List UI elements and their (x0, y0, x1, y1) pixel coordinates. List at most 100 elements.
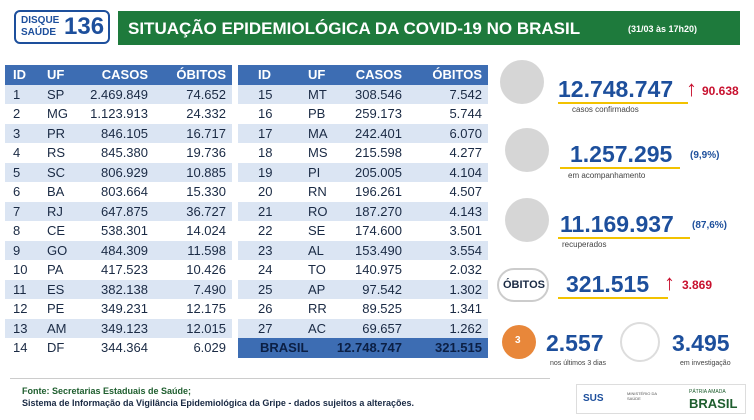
table-row: 20 RN 196.261 4.507 (238, 182, 488, 202)
confirmed-label: casos confirmados (572, 105, 639, 114)
column-header: CASOS (101, 67, 148, 82)
title-banner: SITUAÇÃO EPIDEMIOLÓGICA DA COVID-19 NO B… (118, 11, 740, 45)
table-row: 12 PE 349.231 12.175 (5, 299, 232, 319)
deaths-cell: 7.542 (449, 86, 482, 102)
sus-logo: SUS (583, 393, 604, 404)
cases-cell: 97.542 (362, 281, 402, 297)
right-table: ID UF CASOS ÓBITOS 15 MT 308.546 7.542 16 PB 259.1… (238, 65, 488, 358)
cases-cell: 647.875 (101, 203, 148, 219)
id-cell: 24 (258, 262, 273, 277)
cases-cell: 349.231 (101, 301, 148, 316)
table-row: 2 MG 1.123.913 24.332 (5, 104, 232, 124)
table-row: 15 MT 308.546 7.542 (238, 84, 488, 104)
cases-cell: 344.364 (101, 340, 148, 355)
table-row: 24 TO 140.975 2.032 (238, 260, 488, 280)
deaths-cell: 4.507 (449, 184, 482, 199)
uf-cell: SE (308, 223, 326, 238)
uf-cell: ES (47, 281, 65, 297)
country: BRASIL (689, 396, 738, 411)
cases-cell: 187.270 (355, 203, 402, 219)
uf-cell: AP (308, 281, 326, 297)
deaths-cell: 12.015 (186, 320, 226, 336)
column-header: UF (308, 67, 326, 82)
monitoring-label: em acompanhamento (568, 171, 646, 180)
deaths-cell: 4.104 (449, 164, 482, 180)
recovered-value: 11.169.937 (560, 211, 674, 237)
deaths-cell: 4.277 (449, 145, 482, 160)
uf-cell: MT (308, 86, 327, 102)
logo-line2: SAÚDE (21, 27, 57, 38)
table-row: 26 RR 89.525 1.341 (238, 299, 488, 319)
table-row: 22 SE 174.600 3.501 (238, 221, 488, 241)
column-header: ÓBITOS (176, 67, 226, 82)
table-row: 1 SP 2.469.849 74.652 (5, 84, 232, 104)
deaths-cell: 2.032 (449, 262, 482, 277)
uf-cell: GO (47, 242, 68, 258)
uf-cell: TO (308, 262, 326, 277)
confirmed-increase: 90.638 (702, 84, 739, 98)
column-header: ID (258, 67, 271, 82)
id-cell: 21 (258, 203, 273, 219)
logo-line1: DISQUE (21, 15, 60, 26)
id-cell: 26 (258, 301, 273, 316)
deaths-badge (497, 268, 549, 302)
cases-cell: 417.523 (101, 262, 148, 277)
recovered-label: recuperados (562, 240, 607, 249)
id-cell: 13 (13, 320, 28, 336)
deaths-cell: 4.143 (449, 203, 482, 219)
deaths-cell: 11.598 (187, 242, 226, 258)
table-row: 11 ES 382.138 7.490 (5, 279, 232, 299)
cases-cell: 259.173 (355, 106, 402, 121)
id-cell: 20 (258, 184, 273, 199)
table-row: 9 GO 484.309 11.598 (5, 240, 232, 260)
uf-cell: PE (47, 301, 65, 316)
cases-cell: 803.664 (101, 184, 148, 199)
cases-cell: 349.123 (101, 320, 148, 336)
deaths-increase: 3.869 (682, 278, 713, 292)
table-row: 23 AL 153.490 3.554 (238, 240, 488, 260)
id-cell: 19 (258, 164, 273, 180)
source-line2: Sistema de Informação da Vigilância Epid… (22, 398, 414, 408)
uf-cell: MS (308, 145, 328, 160)
id-cell: 23 (258, 242, 273, 258)
id-cell: 2 (13, 106, 21, 121)
cases-cell: 806.929 (101, 164, 148, 180)
recent-label: nos últimos 3 dias (550, 360, 607, 367)
id-cell: 18 (258, 145, 273, 160)
table-row: 27 AC 69.657 1.262 (238, 318, 488, 338)
id-cell: 15 (258, 86, 273, 102)
cases-cell: 215.598 (355, 145, 402, 160)
uf-cell: AC (308, 320, 327, 336)
uf-cell: MG (47, 106, 68, 121)
cases-cell: 140.975 (355, 262, 402, 277)
underline (558, 237, 690, 239)
uf-cell: RO (308, 203, 328, 219)
uf-cell: RJ (47, 203, 63, 219)
up-arrow: ↑ (664, 270, 675, 295)
uf-cell: CE (47, 223, 66, 238)
cases-cell: 2.469.849 (90, 86, 148, 102)
deaths-cell: 24.332 (186, 106, 226, 121)
id-cell: 25 (258, 281, 273, 297)
id-cell: 16 (258, 106, 273, 121)
total-label: BRASIL (260, 340, 309, 355)
deaths-cell: 16.717 (186, 125, 226, 141)
cases-cell: 845.380 (101, 145, 148, 160)
uf-cell: SC (47, 164, 66, 180)
id-cell: 17 (258, 125, 273, 141)
uf-cell: PI (308, 164, 321, 180)
id-cell: 3 (13, 125, 21, 141)
deaths-cell: 36.727 (186, 203, 226, 219)
table-row: 10 PA 417.523 10.426 (5, 260, 232, 280)
id-cell: 22 (258, 223, 273, 238)
underline (558, 102, 688, 104)
table-row: 25 AP 97.542 1.302 (238, 279, 488, 299)
id-cell: 5 (13, 164, 21, 180)
uf-cell: MA (308, 125, 328, 141)
calendar-number: 3 (515, 335, 521, 346)
table-row: 21 RO 187.270 4.143 (238, 201, 488, 221)
motto: PÁTRIA AMADA (689, 389, 726, 395)
deaths-cell: 74.652 (186, 86, 226, 102)
recovered-icon (505, 198, 549, 242)
underline (560, 167, 680, 169)
